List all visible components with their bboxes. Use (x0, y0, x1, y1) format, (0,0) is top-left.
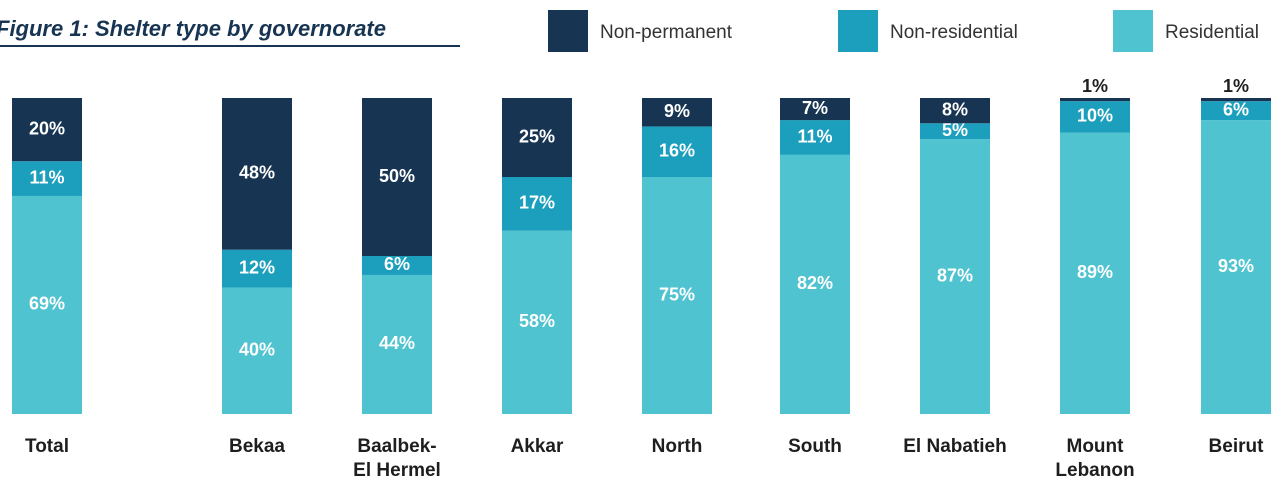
bar-segment (780, 120, 850, 155)
bar-segment (222, 249, 292, 288)
value-label: 93% (1218, 256, 1254, 276)
bar-segment (1201, 101, 1271, 121)
x-tick-label: Baalbek- El Hermel (353, 436, 441, 481)
value-label: 50% (379, 166, 415, 186)
x-tick-label: Total (25, 436, 69, 457)
bar-segment (502, 230, 572, 414)
bar-segment (502, 98, 572, 177)
bar-segment (1201, 120, 1271, 415)
bar-segment (920, 139, 990, 414)
value-label: 58% (519, 311, 555, 331)
value-label: 5% (942, 120, 968, 140)
bar-segment (12, 98, 82, 162)
value-label: 20% (29, 118, 65, 138)
bar-segment (12, 195, 82, 414)
bar-segment (780, 154, 850, 414)
x-tick-label: Bekaa (229, 436, 285, 457)
bar-segment (12, 161, 82, 196)
value-label: 87% (937, 265, 973, 285)
value-label: 10% (1077, 106, 1113, 126)
value-label: 82% (797, 273, 833, 293)
chart-title: Figure 1: Shelter type by governorate (0, 16, 386, 41)
bar-segment (1060, 98, 1130, 102)
value-label: 75% (659, 284, 695, 304)
legend-label: Non-permanent (600, 22, 733, 43)
bar-segment (362, 256, 432, 275)
value-label: 40% (239, 340, 275, 360)
value-label: 12% (239, 257, 275, 277)
value-label: 1% (1082, 76, 1108, 96)
value-label: 1% (1223, 76, 1249, 96)
bar-segment (1201, 98, 1271, 102)
value-label: 25% (519, 126, 555, 146)
x-tick-label: Beirut (1208, 436, 1264, 457)
bar-segment (222, 287, 292, 414)
value-label: 48% (239, 163, 275, 183)
value-label: 6% (1223, 99, 1249, 119)
bar-segment (362, 274, 432, 414)
x-tick-label: Akkar (510, 436, 564, 457)
value-label: 7% (802, 98, 828, 118)
value-label: 16% (659, 140, 695, 160)
x-tick-label: El Nabatieh (903, 436, 1007, 457)
bar-segment (1060, 132, 1130, 414)
bar-segment (920, 123, 990, 140)
value-label: 89% (1077, 262, 1113, 282)
bar-segment (222, 98, 292, 250)
bar-segment (642, 177, 712, 414)
bar-segment (920, 98, 990, 124)
value-label: 69% (29, 294, 65, 314)
value-label: 6% (384, 254, 410, 274)
legend-swatch (1113, 10, 1153, 52)
legend-label: Residential (1165, 22, 1259, 43)
value-label: 8% (942, 99, 968, 119)
x-tick-label: Mount Lebanon (1055, 436, 1135, 481)
bar-segment (1060, 101, 1130, 133)
bar-segment (642, 98, 712, 127)
value-label: 11% (797, 126, 832, 146)
value-label: 11% (29, 167, 64, 187)
bar-segment (780, 98, 850, 121)
legend-swatch (548, 10, 588, 52)
x-tick-label: South (788, 436, 842, 457)
bar-segment (502, 177, 572, 231)
bar-segment (642, 126, 712, 177)
legend-swatch (838, 10, 878, 52)
x-tick-label: North (651, 436, 703, 457)
value-label: 9% (664, 101, 690, 121)
legend-label: Non-residential (890, 22, 1018, 43)
value-label: 17% (519, 193, 555, 213)
bar-segment (362, 98, 432, 256)
value-label: 44% (379, 333, 415, 353)
